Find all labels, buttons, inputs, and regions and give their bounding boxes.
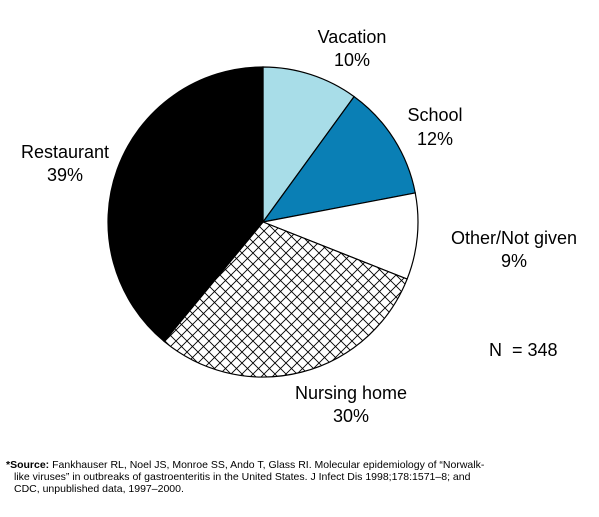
footnote-lead: *Source: [6, 459, 50, 471]
source-footnote: *Source: Fankhauser RL, Noel JS, Monroe … [6, 459, 590, 495]
pie-slice-nursing-home [163, 221, 408, 378]
pie-slice-school [261, 95, 416, 223]
footnote-line-1-text: Fankhauser RL, Noel JS, Monroe SS, Ando … [49, 459, 485, 471]
pie-slice-vacation [262, 66, 355, 224]
footnote-line-2: like viruses” in outbreaks of gastroente… [14, 471, 471, 483]
pie-chart: Vacation 10% School 12% Other/Not given … [21, 27, 577, 426]
slice-percent-vacation: 10% [334, 50, 370, 70]
pie-slice-other-not-given [260, 192, 419, 280]
slice-percent-restaurant: 39% [47, 165, 83, 185]
slice-percent-other: 9% [501, 251, 527, 271]
slice-name-nursing-home: Nursing home [295, 383, 407, 403]
footnote-line-1: *Source: Fankhauser RL, Noel JS, Monroe … [6, 459, 590, 471]
pie-slices [107, 66, 419, 378]
slice-name-restaurant: Restaurant [21, 142, 109, 162]
slice-name-other: Other/Not given [451, 228, 577, 248]
total-n-label: N = 348 [489, 340, 558, 360]
slice-percent-school: 12% [417, 129, 453, 149]
pie-slice-restaurant [107, 66, 264, 343]
slice-percent-nursing-home: 30% [333, 406, 369, 426]
footnote-line-3: CDC, unpublished data, 1997–2000. [14, 483, 184, 495]
slice-name-school: School [407, 105, 462, 125]
slice-name-vacation: Vacation [318, 27, 387, 47]
